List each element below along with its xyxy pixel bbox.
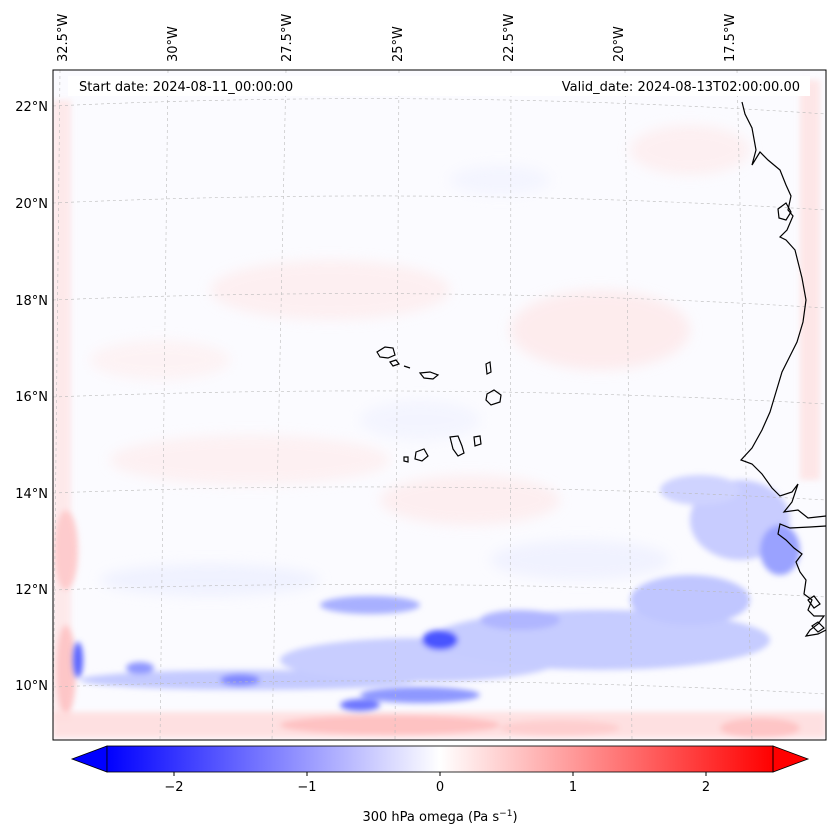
lat-label-12n: 12°N <box>15 583 48 598</box>
lon-label-30w: 30°W <box>166 26 181 62</box>
lon-label-22-5w: 22.5°W <box>502 14 517 62</box>
longitude-labels: 32.5°W 30°W 27.5°W 25°W 22.5°W 20°W 17.5… <box>56 14 738 62</box>
lat-label-10n: 10°N <box>15 679 48 694</box>
santo-antao-island <box>376 346 396 359</box>
map-frame <box>52 69 827 741</box>
lon-label-25w: 25°W <box>391 26 406 62</box>
lon-label-17-5w: 17.5°W <box>723 14 738 62</box>
bijagos-island-2 <box>811 621 825 633</box>
colorbar-tick-neg1: −1 <box>297 780 316 795</box>
colorbar-tick-neg2: −2 <box>164 780 183 795</box>
santiago-island <box>449 435 465 457</box>
lat-label-20n: 20°N <box>15 197 48 212</box>
santa-luzia-island <box>403 365 411 369</box>
latitude-labels: 22°N 20°N 18°N 16°N 14°N 12°N 10°N <box>15 100 48 694</box>
coastal-island <box>777 202 792 221</box>
cape-verde-islands <box>376 346 502 463</box>
sao-vicente-island <box>389 359 400 367</box>
colorbar-tick-0: 0 <box>436 780 444 795</box>
lon-label-27-5w: 27.5°W <box>280 14 295 62</box>
boa-vista-island <box>485 389 502 406</box>
lon-label-20w: 20°W <box>612 26 627 62</box>
lon-label-32-5w: 32.5°W <box>56 14 71 62</box>
colorbar-tick-2: 2 <box>702 780 710 795</box>
colorbar-tick-marks <box>173 772 707 776</box>
lat-label-14n: 14°N <box>15 487 48 502</box>
sal-island <box>485 361 492 375</box>
lat-label-22n: 22°N <box>15 100 48 115</box>
gridlines <box>53 70 826 740</box>
bijagos-island-1 <box>807 595 821 609</box>
map-panel: Start date: 2024-08-11_00:00:00 Valid_da… <box>52 69 827 741</box>
colorbar: −2 −1 0 1 2 300 hPa omega (Pa s−1) <box>70 745 810 825</box>
valid-date-label: Valid_date: 2024-08-13T02:00:00.00 <box>562 80 800 95</box>
west-africa-coast <box>739 101 827 637</box>
brava-island <box>403 456 409 463</box>
info-banner <box>68 76 810 96</box>
colorbar-gradient <box>107 746 773 772</box>
colorbar-label: 300 hPa omega (Pa s−1) <box>362 809 517 825</box>
africa-coastline <box>739 101 827 637</box>
colorbar-max-extend <box>772 745 810 773</box>
sao-nicolau-island <box>418 371 440 380</box>
omega-field <box>53 80 826 738</box>
colorbar-min-extend <box>70 745 108 773</box>
fogo-island <box>414 448 429 462</box>
maio-island <box>473 435 482 447</box>
colorbar-tick-1: 1 <box>569 780 577 795</box>
lat-label-16n: 16°N <box>15 390 48 405</box>
lat-label-18n: 18°N <box>15 294 48 309</box>
start-date-label: Start date: 2024-08-11_00:00:00 <box>79 80 293 95</box>
